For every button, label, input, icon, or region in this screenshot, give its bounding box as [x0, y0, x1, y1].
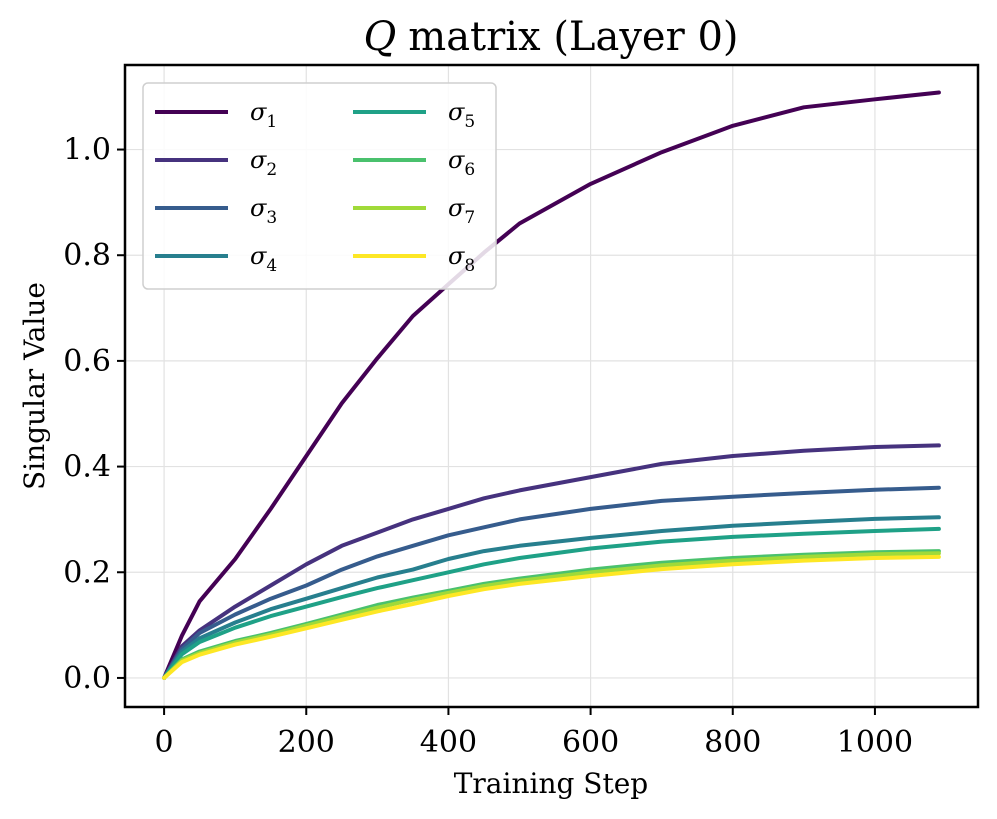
series-line-sigma-8: [162, 554, 941, 680]
series-line-sigma-5: [162, 526, 941, 680]
legend-subscript: 2: [266, 160, 277, 180]
legend-subscript: 7: [464, 208, 475, 228]
legend-label-sigma-7: σ7: [448, 194, 475, 228]
y-axis-ticks: 0.0 0.2 0.4 0.6 0.8 1.0: [63, 133, 125, 696]
y-axis-label: Singular Value: [18, 282, 51, 490]
legend-subscript: 8: [464, 256, 475, 276]
series-line-sigma-2: [162, 443, 941, 680]
legend-symbol: σ: [448, 146, 465, 174]
x-tick-label: 400: [420, 725, 477, 760]
x-tick-label: 0: [155, 725, 174, 760]
x-axis-ticks: 0 200 400 600 800 1000: [155, 707, 913, 760]
legend-symbol: σ: [250, 194, 267, 222]
series-layer: [162, 90, 941, 680]
legend-label-sigma-8: σ8: [448, 242, 475, 276]
x-tick-label: 1000: [837, 725, 913, 760]
legend-label-sigma-6: σ6: [448, 146, 475, 180]
legend-symbol: σ: [250, 146, 267, 174]
x-tick-label: 200: [278, 725, 335, 760]
legend-symbol: σ: [448, 242, 465, 270]
legend-label-sigma-3: σ3: [250, 194, 277, 228]
legend-label-sigma-5: σ5: [448, 98, 475, 132]
legend-symbol: σ: [448, 194, 465, 222]
legend-subscript: 3: [266, 208, 277, 228]
x-axis-label: Training Step: [454, 767, 648, 800]
y-tick-label: 0.0: [63, 661, 111, 696]
y-tick-label: 0.8: [63, 238, 111, 273]
x-tick-label: 600: [562, 725, 619, 760]
legend-subscript: 1: [266, 112, 277, 132]
x-tick-label: 800: [704, 725, 761, 760]
series-line-sigma-3: [162, 485, 941, 680]
legend-subscript: 6: [464, 160, 475, 180]
legend-label-sigma-4: σ4: [250, 242, 277, 276]
legend-label-sigma-1: σ1: [250, 98, 277, 132]
legend-symbol: σ: [448, 98, 465, 126]
y-tick-label: 0.4: [63, 450, 111, 485]
legend-symbol: σ: [250, 242, 267, 270]
legend-subscript: 4: [266, 256, 277, 276]
chart-title-symbol: Q: [363, 14, 396, 60]
legend-symbol: σ: [250, 98, 267, 126]
y-tick-label: 0.6: [63, 344, 111, 379]
legend-label-sigma-2: σ2: [250, 146, 277, 180]
y-tick-label: 1.0: [63, 133, 111, 168]
y-tick-label: 0.2: [63, 555, 111, 590]
series-line-sigma-4: [162, 515, 941, 680]
legend-box: [142, 82, 497, 290]
series-line-sigma-1: [162, 90, 941, 680]
chart-title-text: matrix (Layer 0): [408, 14, 738, 60]
legend-subscript: 5: [464, 112, 475, 132]
plot-frame: [123, 63, 980, 709]
